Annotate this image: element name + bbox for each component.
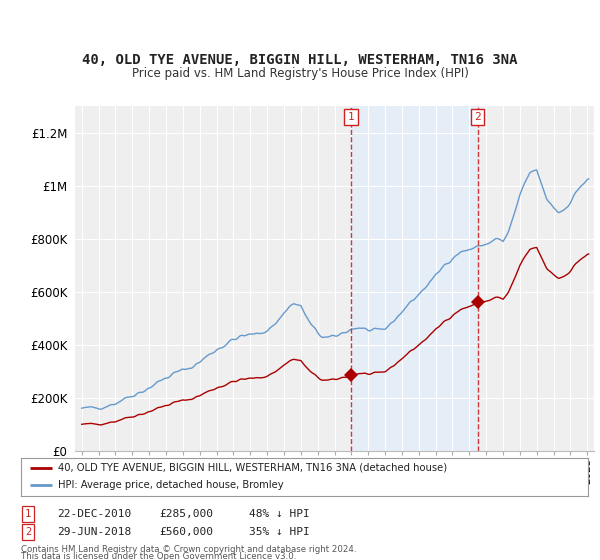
Text: 1: 1	[347, 112, 354, 122]
Text: £560,000: £560,000	[159, 527, 213, 537]
Text: Contains HM Land Registry data © Crown copyright and database right 2024.: Contains HM Land Registry data © Crown c…	[21, 545, 356, 554]
Text: 40, OLD TYE AVENUE, BIGGIN HILL, WESTERHAM, TN16 3NA: 40, OLD TYE AVENUE, BIGGIN HILL, WESTERH…	[82, 53, 518, 67]
Text: Price paid vs. HM Land Registry's House Price Index (HPI): Price paid vs. HM Land Registry's House …	[131, 67, 469, 81]
Text: 1: 1	[25, 509, 31, 519]
Text: 35% ↓ HPI: 35% ↓ HPI	[249, 527, 310, 537]
Text: 29-JUN-2018: 29-JUN-2018	[57, 527, 131, 537]
Text: This data is licensed under the Open Government Licence v3.0.: This data is licensed under the Open Gov…	[21, 552, 296, 560]
Text: HPI: Average price, detached house, Bromley: HPI: Average price, detached house, Brom…	[58, 480, 283, 491]
Text: 48% ↓ HPI: 48% ↓ HPI	[249, 509, 310, 519]
Text: 40, OLD TYE AVENUE, BIGGIN HILL, WESTERHAM, TN16 3NA (detached house): 40, OLD TYE AVENUE, BIGGIN HILL, WESTERH…	[58, 463, 447, 473]
Text: 2: 2	[474, 112, 481, 122]
Text: £285,000: £285,000	[159, 509, 213, 519]
Bar	[351, 106, 478, 451]
Text: 2: 2	[25, 527, 31, 537]
Text: 22-DEC-2010: 22-DEC-2010	[57, 509, 131, 519]
